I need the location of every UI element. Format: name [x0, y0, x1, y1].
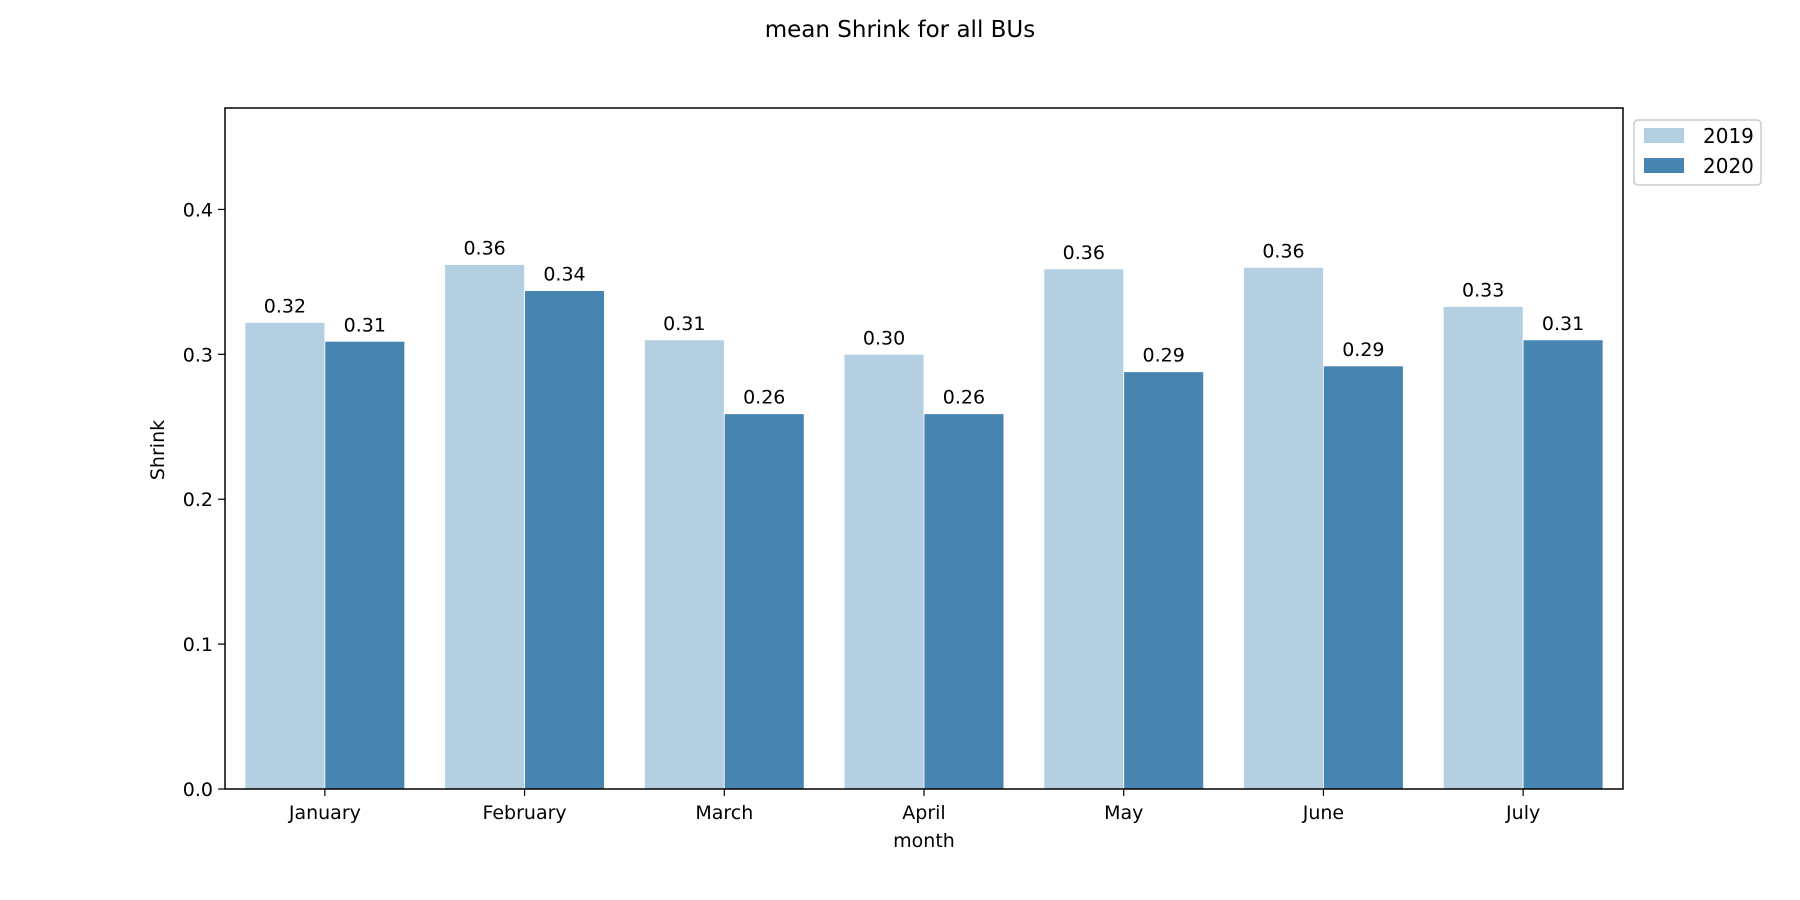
- x-tick-label-january: January: [288, 802, 361, 824]
- bar-2020-april: [923, 413, 1005, 790]
- data-labels-layer: 0.32 0.31 0.36 0.34 0.31 0.26 0.30 0.26 0.36 0.29…: [264, 237, 1584, 408]
- bar-2019-march: [644, 339, 725, 790]
- data-label-2019-may: 0.36: [1063, 242, 1105, 264]
- x-tick-label-april: April: [902, 802, 945, 824]
- bar-2020-january: [324, 340, 406, 790]
- bar-2020-february: [524, 290, 605, 790]
- legend-swatch-2019: [1644, 128, 1684, 143]
- y-tick-label: 0.0: [183, 779, 213, 801]
- data-label-2019-january: 0.32: [264, 295, 306, 317]
- data-label-2020-april: 0.26: [943, 387, 985, 409]
- legend: 2019 2020: [1633, 119, 1762, 186]
- x-tick-label-june: June: [1302, 802, 1344, 824]
- data-label-2020-may: 0.29: [1143, 345, 1185, 367]
- data-label-2020-july: 0.31: [1542, 313, 1584, 335]
- bar-2020-june: [1323, 365, 1404, 790]
- data-label-2020-march: 0.26: [743, 387, 785, 409]
- bar-2019-april: [843, 353, 925, 790]
- ticks-layer: January February March April May June July 0.0 0…: [183, 199, 1540, 824]
- y-axis-title: Shrink: [147, 420, 169, 480]
- x-axis-title: month: [893, 830, 955, 852]
- x-tick-label-july: July: [1505, 802, 1540, 824]
- y-tick-label: 0.3: [183, 344, 213, 366]
- bar-2020-july: [1522, 339, 1604, 790]
- data-label-2020-june: 0.29: [1342, 339, 1384, 361]
- plot-frame: [224, 107, 1624, 790]
- bar-2020-march: [723, 413, 805, 790]
- data-label-2019-march: 0.31: [663, 313, 705, 335]
- chart-title: mean Shrink for all BUs: [765, 17, 1036, 43]
- bars-layer: [244, 264, 1604, 790]
- bar-2019-june: [1243, 266, 1324, 790]
- bar-2019-may: [1043, 268, 1125, 790]
- y-tick-label: 0.2: [183, 489, 213, 511]
- data-label-2019-february: 0.36: [463, 237, 505, 259]
- data-label-2019-june: 0.36: [1262, 240, 1304, 262]
- x-tick-label-march: March: [695, 802, 753, 824]
- legend-swatch-2020: [1644, 158, 1684, 173]
- data-label-2020-february: 0.34: [543, 264, 585, 286]
- data-label-2019-april: 0.30: [863, 327, 905, 349]
- x-tick-label-may: May: [1104, 802, 1143, 824]
- y-tick-label: 0.1: [183, 634, 213, 656]
- legend-label-2020: 2020: [1703, 154, 1754, 178]
- bar-2019-february: [444, 264, 525, 790]
- legend-label-2019: 2019: [1703, 124, 1754, 148]
- x-tick-label-february: February: [482, 802, 566, 824]
- data-label-2020-january: 0.31: [344, 314, 386, 336]
- data-label-2019-july: 0.33: [1462, 280, 1504, 302]
- bar-2020-may: [1123, 371, 1204, 790]
- bar-2019-january: [244, 322, 326, 790]
- bar-2019-july: [1442, 306, 1524, 790]
- y-tick-label: 0.4: [183, 199, 213, 221]
